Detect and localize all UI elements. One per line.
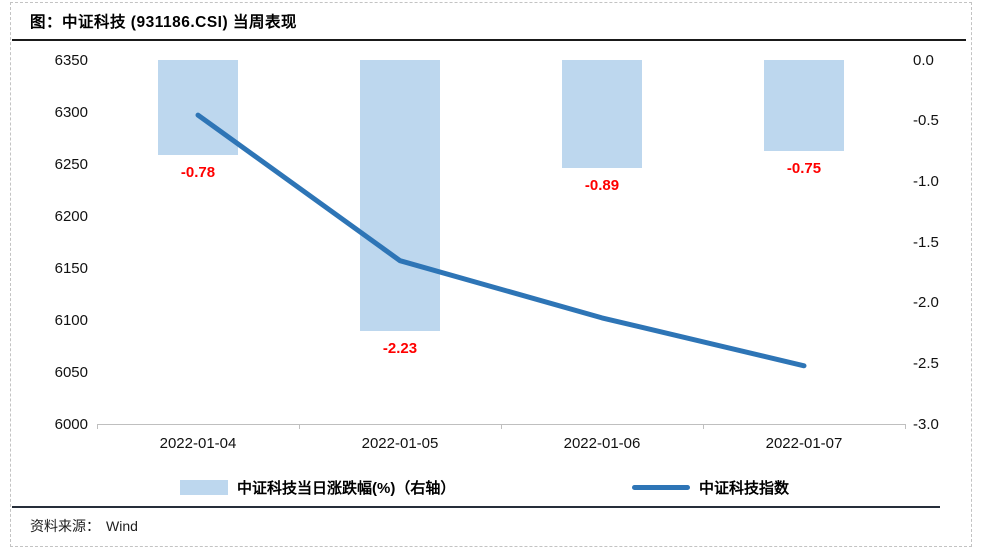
x-axis-tick [905, 424, 906, 429]
left-axis-tick-label: 6150 [54, 259, 88, 277]
index-line [195, 112, 807, 369]
legend-label-line-series: 中证科技指数 [699, 480, 790, 497]
left-axis-tick-label: 6000 [54, 415, 88, 433]
chart-title: 图：中证科技 (931186.CSI) 当周表现 [30, 14, 297, 31]
source-note: 资料来源： Wind [30, 516, 138, 536]
bar-series-swatch-icon [180, 480, 228, 495]
left-axis-tick-label: 6250 [54, 155, 88, 173]
bar-data-label: -0.89 [584, 176, 620, 194]
right-axis-tick-label: -1.0 [913, 172, 939, 190]
right-axis-tick-label: -3.0 [913, 415, 939, 433]
right-axis-tick-label: -0.5 [913, 112, 939, 130]
right-axis-tick-label: 0.0 [913, 51, 934, 69]
x-axis-category-label: 2022-01-07 [765, 435, 843, 452]
bar-daily-change [158, 60, 238, 155]
bar-daily-change [764, 60, 844, 151]
bar-daily-change [360, 60, 440, 331]
legend-item-bar-series: 中证科技当日涨跌幅(%)（右轴） [180, 477, 455, 498]
x-axis-category-label: 2022-01-04 [159, 435, 237, 452]
bar-data-label: -0.78 [180, 163, 216, 181]
left-axis-tick-label: 6300 [54, 103, 88, 121]
title-divider [12, 39, 966, 41]
line-series-swatch-icon [632, 485, 690, 490]
legend-label-bar-series: 中证科技当日涨跌幅(%)（右轴） [237, 480, 456, 497]
legend-item-line-series: 中证科技指数 [632, 477, 789, 498]
left-axis-tick-label: 6350 [54, 51, 88, 69]
source-value: Wind [106, 518, 138, 534]
x-axis-tick [97, 424, 98, 429]
x-axis-tick [501, 424, 502, 429]
x-axis-tick [299, 424, 300, 429]
right-axis-tick-label: -2.5 [913, 354, 939, 372]
x-axis-category-label: 2022-01-06 [563, 435, 641, 452]
left-axis-tick-label: 6200 [54, 207, 88, 225]
bar-data-label: -2.23 [382, 339, 418, 357]
left-axis-tick-label: 6050 [54, 363, 88, 381]
right-axis-tick-label: -1.5 [913, 233, 939, 251]
x-axis-tick [703, 424, 704, 429]
bar-daily-change [562, 60, 642, 168]
left-axis-tick-label: 6100 [54, 311, 88, 329]
x-axis-category-label: 2022-01-05 [361, 435, 439, 452]
right-axis-tick-label: -2.0 [913, 294, 939, 312]
bar-data-label: -0.75 [786, 160, 822, 177]
footer-divider [12, 506, 940, 508]
source-label: 资料来源： [30, 520, 100, 535]
